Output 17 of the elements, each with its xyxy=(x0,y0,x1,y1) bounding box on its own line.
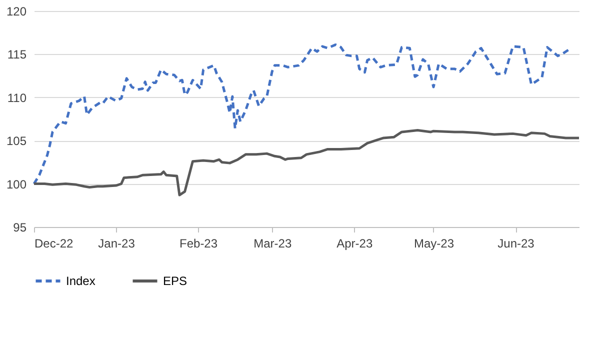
legend-label: EPS xyxy=(163,274,188,288)
x-tick-label: Apr-23 xyxy=(336,236,373,250)
x-tick-label: Mar-23 xyxy=(254,236,292,250)
line-series xyxy=(32,43,570,186)
legend-label: Index xyxy=(66,274,96,288)
x-tick-label: Jun-23 xyxy=(498,236,535,250)
x-tick-label: Feb-23 xyxy=(180,236,218,250)
y-tick-label: 110 xyxy=(7,90,27,105)
x-tick-label: Dec-22 xyxy=(34,236,74,250)
y-tick-label: 120 xyxy=(6,4,27,18)
line-series xyxy=(32,128,580,196)
y-tick-label: 95 xyxy=(13,220,27,234)
y-tick-label: 115 xyxy=(7,48,27,62)
y-tick-label: 100 xyxy=(6,177,27,192)
x-tick-label: Jan-23 xyxy=(98,236,136,250)
x-tick-label: May-23 xyxy=(414,236,454,250)
y-tick-label: 105 xyxy=(6,134,27,148)
